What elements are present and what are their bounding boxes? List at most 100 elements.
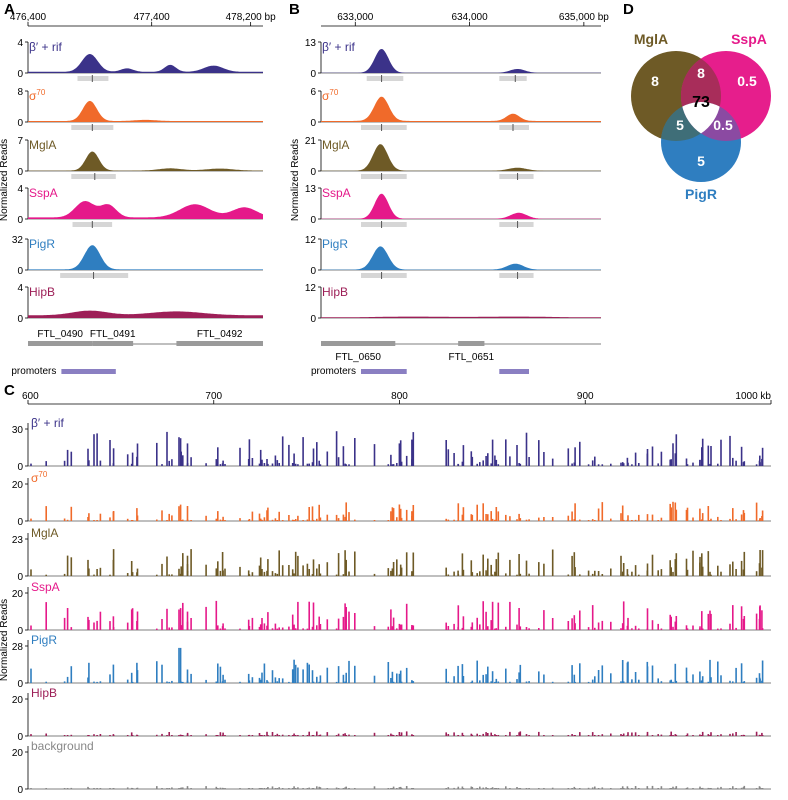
track-signal-bar [729,788,731,789]
track-hipb: 12 0 HipB [305,283,601,325]
track-signal-bar [591,519,594,521]
track-signal-bar [112,735,115,736]
track-signal-bar [400,681,403,683]
track-signal-bar [131,520,134,521]
track-ymax-label: 4 [17,283,23,294]
track-signal-bar [354,519,356,521]
track-signal-bar [587,464,590,466]
panel-letter-b: B [289,1,300,18]
track-beta_rif: 4 0 β′ + rif [17,38,263,82]
track-signal-bar [755,613,758,630]
track-signal-bar [93,574,95,576]
track-signal-bar [288,565,290,576]
track-signal-bar [126,787,129,789]
track-signal-bar [136,515,139,521]
track-signal-bar [258,463,261,466]
track-signal-bar [294,735,297,736]
track-signal-bar [342,788,345,789]
track-signal-bar [701,735,703,736]
venn-overlaps [661,51,741,141]
track-signal-bar [261,618,263,630]
track-signal-bar [479,624,481,630]
track-signal-bar [627,732,629,736]
track-signal-bar [758,618,761,630]
track-signal-bar [182,455,184,466]
track-signal-bar [217,447,219,466]
track-signal-bar [390,788,392,789]
track-signal-bar [701,788,703,789]
track-zero-label: 0 [17,572,23,583]
track-signal-bar [495,678,498,683]
track-signal-bar [453,571,455,576]
track-signal-bar [190,788,192,789]
track-signal-bar [445,732,447,736]
track-signal-bar [699,562,701,576]
track-label: σ70 [322,88,339,103]
track-signal-bar [621,571,624,576]
track-signal-bar [761,550,764,576]
track-signal-bar [276,573,279,576]
track-zero-label: 0 [310,266,316,277]
track-signal-bar [156,661,158,683]
track-signal-bar [610,518,612,521]
track-signal-bar [205,679,207,683]
track-signal-bar [571,788,573,789]
track-signal-bar [447,519,450,521]
track-signal-area [321,49,601,73]
track-signal-bar [638,514,640,521]
track-signal-bar [261,735,263,736]
track-signal-bar [646,628,649,630]
track-signal-bar [311,506,314,521]
track-hipb: 4 0 HipB [17,283,263,325]
track-signal-bar [479,571,481,576]
track-label: PigR [322,237,348,251]
track-signal-bar [597,571,600,576]
top-axis-tick-label: 600 [22,391,39,402]
track-signal-bar [66,449,69,466]
track-signal-bar [373,520,376,521]
track-signal-bar [63,735,66,736]
track-signal-bar [634,786,637,789]
track-signal-bar [638,463,640,466]
track-signal-bar [701,680,703,683]
track-signal-bar [263,788,266,789]
track-signal-bar [573,674,576,683]
track-signal-bar [392,681,395,683]
track-signal-bar [732,733,734,736]
track-signal-bar [308,787,310,789]
track-signal-bar [470,451,473,466]
track-signal-bar [263,517,266,521]
venn-count-mgla-only: 8 [651,73,659,89]
track-signal-bar [579,663,581,683]
gene-bar [28,341,93,346]
track-signal-bar [674,453,677,466]
peak-region-bar [361,273,407,278]
track-signal-bar [288,735,290,736]
track-signal-bar [217,561,219,576]
track-signal-bar [574,447,576,466]
track-signal-bar [686,787,689,789]
track-signal-bar [311,788,314,789]
track-signal-bar [646,453,649,466]
track-signal-bar [709,610,711,630]
track-signal-bar [274,623,277,630]
track-signal-bar [306,662,309,683]
track-signal-bar [405,667,408,683]
track-signal-bar [491,671,494,683]
track-signal-bar [281,734,284,736]
track-signal-bar [130,787,133,789]
track-signal-bar [312,519,315,521]
track-signal-bar [701,676,704,683]
track-signal-bar [490,681,492,683]
track-signal-bar [291,669,294,683]
track-signal-bar [182,602,184,630]
track-signal-bar [342,574,345,576]
peak-region-bar [361,125,407,130]
track-signal-bar [182,681,184,683]
track-signal-bar [186,786,189,789]
track-label: β′ + rif [322,40,355,54]
track-signal-bar [267,507,269,521]
track-signal-bar [646,731,649,736]
track-signal-bar [391,626,394,630]
panel-d-venn-diagram: MglA SspA PigR 8 0.5 5 8 5 0.5 73 [631,31,771,202]
